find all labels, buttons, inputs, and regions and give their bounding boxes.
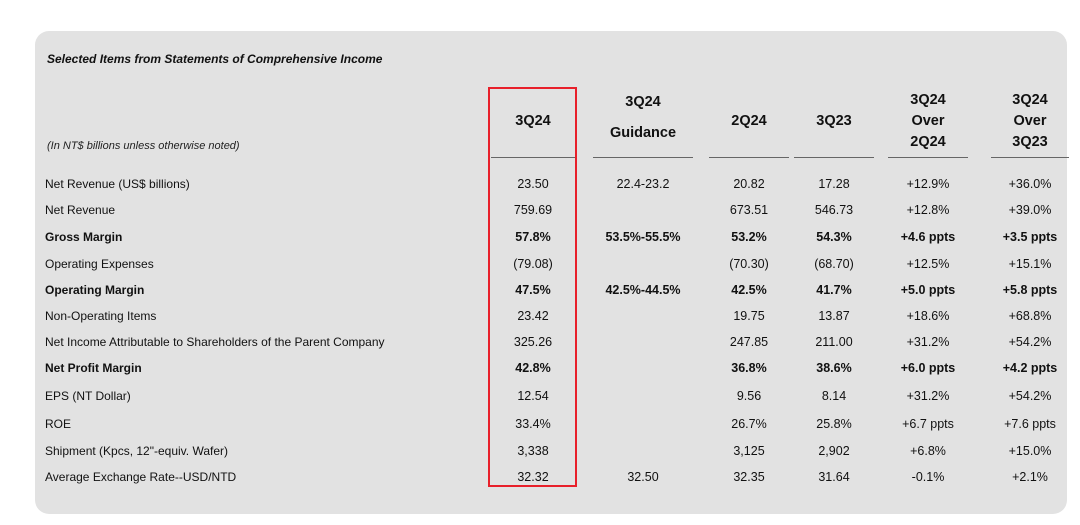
- table-cell: +12.8%: [906, 203, 950, 217]
- column-header-4-line-1: 3Q23: [816, 113, 852, 129]
- table-cell: 38.6%: [816, 361, 852, 375]
- table-cell: 31.64: [818, 470, 850, 484]
- units-note: (In NT$ billions unless otherwise noted): [47, 140, 240, 152]
- table-cell: 325.26: [513, 335, 553, 349]
- table-cell: +3.5 ppts: [1002, 230, 1058, 244]
- table-cell: -0.1%: [911, 470, 945, 484]
- row-label: Average Exchange Rate--USD/NTD: [45, 470, 237, 484]
- column-header-6-line-2: Over: [1013, 113, 1047, 129]
- column-header-5-line-1: 3Q24: [910, 92, 946, 108]
- table-cell: +7.6 ppts: [1004, 417, 1056, 431]
- column-header-underline: [888, 157, 968, 158]
- column-header-underline: [709, 157, 789, 158]
- column-header-6-line-3: 3Q23: [1012, 134, 1048, 150]
- table-cell: 54.3%: [816, 230, 852, 244]
- table-cell: 36.8%: [731, 361, 767, 375]
- row-label: Net Income Attributable to Shareholders …: [45, 335, 385, 349]
- row-label: Net Profit Margin: [45, 361, 142, 375]
- row-label: Operating Expenses: [45, 257, 154, 271]
- column-header-underline: [794, 157, 874, 158]
- table-cell: +12.9%: [906, 177, 950, 191]
- table-cell: 32.35: [733, 470, 765, 484]
- table-cell: 3,125: [733, 444, 765, 458]
- table-cell: 19.75: [733, 309, 765, 323]
- row-label: ROE: [45, 417, 72, 431]
- column-header-3-line-1: 2Q24: [731, 113, 767, 129]
- table-cell: +15.0%: [1008, 444, 1052, 458]
- table-cell: 2,902: [818, 444, 850, 458]
- table-cell: +15.1%: [1008, 257, 1052, 271]
- table-cell: 3,338: [517, 444, 549, 458]
- table-cell: +31.2%: [906, 389, 950, 403]
- table-cell: 25.8%: [816, 417, 852, 431]
- table-title: Selected Items from Statements of Compre…: [47, 52, 383, 66]
- row-label: Net Revenue: [45, 203, 116, 217]
- table-cell: 8.14: [821, 389, 847, 403]
- table-cell: 23.50: [517, 177, 549, 191]
- table-cell: 17.28: [818, 177, 850, 191]
- table-cell: 53.2%: [731, 230, 767, 244]
- table-cell: +5.8 ppts: [1002, 283, 1058, 297]
- table-cell: +12.5%: [906, 257, 950, 271]
- table-cell: 211.00: [815, 335, 853, 349]
- table-cell: 57.8%: [515, 230, 551, 244]
- table-cell: 26.7%: [731, 417, 767, 431]
- table-cell: 42.5%-44.5%: [605, 283, 681, 297]
- table-cell: 12.54: [517, 389, 549, 403]
- table-cell: 32.32: [517, 470, 549, 484]
- table-cell: 20.82: [733, 177, 765, 191]
- column-header-6-line-1: 3Q24: [1012, 92, 1048, 108]
- income-table-card: [35, 31, 1067, 514]
- column-header-2-line-1: 3Q24: [625, 94, 661, 110]
- table-cell: +2.1%: [1012, 470, 1048, 484]
- column-header-1-line-1: 3Q24: [515, 113, 551, 129]
- table-cell: (79.08): [513, 257, 553, 271]
- table-cell: 759.69: [513, 203, 553, 217]
- table-cell: 23.42: [517, 309, 549, 323]
- table-cell: 33.4%: [515, 417, 551, 431]
- column-header-5-line-2: Over: [911, 113, 945, 129]
- highlight-box-3q24: [488, 87, 577, 487]
- table-cell: (70.30): [729, 257, 769, 271]
- table-cell: +6.7 ppts: [902, 417, 954, 431]
- row-label: Gross Margin: [45, 230, 123, 244]
- row-label: Net Revenue (US$ billions): [45, 177, 190, 191]
- table-cell: 53.5%-55.5%: [605, 230, 681, 244]
- table-cell: 546.73: [814, 203, 854, 217]
- table-cell: 42.8%: [515, 361, 551, 375]
- table-cell: +5.0 ppts: [900, 283, 956, 297]
- column-header-5-line-3: 2Q24: [910, 134, 946, 150]
- row-label: Shipment (Kpcs, 12"-equiv. Wafer): [45, 444, 228, 458]
- table-cell: +6.0 ppts: [900, 361, 956, 375]
- table-cell: +4.2 ppts: [1002, 361, 1058, 375]
- table-cell: +39.0%: [1008, 203, 1052, 217]
- table-cell: (68.70): [814, 257, 854, 271]
- table-cell: +54.2%: [1008, 389, 1052, 403]
- table-cell: +6.8%: [910, 444, 946, 458]
- table-cell: 673.51: [729, 203, 769, 217]
- table-cell: +31.2%: [906, 335, 950, 349]
- table-cell: 32.50: [627, 470, 659, 484]
- table-cell: +36.0%: [1008, 177, 1052, 191]
- row-label: Operating Margin: [45, 283, 145, 297]
- table-cell: 13.87: [818, 309, 850, 323]
- table-cell: +4.6 ppts: [900, 230, 956, 244]
- row-label: EPS (NT Dollar): [45, 389, 131, 403]
- table-cell: 41.7%: [816, 283, 852, 297]
- column-header-underline: [991, 157, 1069, 158]
- column-header-underline: [593, 157, 693, 158]
- table-cell: 9.56: [736, 389, 762, 403]
- column-header-underline: [491, 157, 575, 158]
- row-label: Non-Operating Items: [45, 309, 157, 323]
- table-cell: +18.6%: [906, 309, 950, 323]
- table-cell: 42.5%: [731, 283, 767, 297]
- table-cell: 22.4-23.2: [616, 177, 670, 191]
- column-header-2-line-2: Guidance: [609, 125, 677, 141]
- table-cell: +54.2%: [1008, 335, 1052, 349]
- table-cell: 47.5%: [515, 283, 551, 297]
- table-cell: +68.8%: [1008, 309, 1052, 323]
- table-cell: 247.85: [729, 335, 769, 349]
